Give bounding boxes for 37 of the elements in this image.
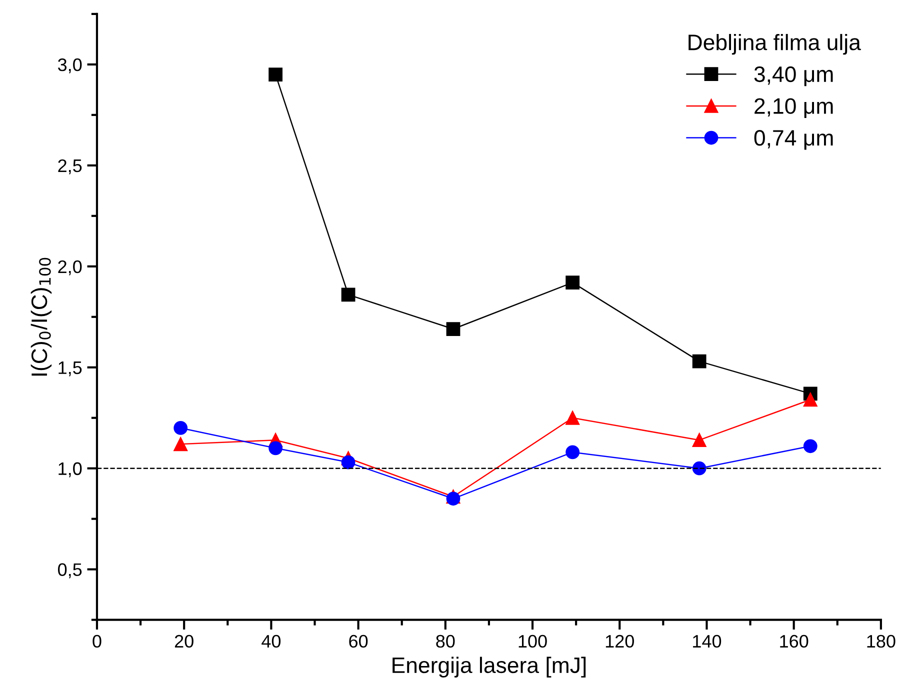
x-tick-label: 120 [606, 634, 634, 648]
x-axis-title: Energija lasera [mJ] [392, 656, 586, 678]
x-tick-label: 60 [349, 634, 368, 648]
legend-label: 2,10 μm [754, 98, 833, 118]
point [566, 410, 580, 425]
x-tick-label: 180 [867, 634, 896, 648]
legend-title: Debljina filma ulja [688, 34, 861, 55]
x-tick-label: 160 [780, 634, 808, 648]
legend-label: 0,74 μm [754, 130, 833, 150]
x-tick-label: 0 [92, 634, 102, 648]
y-tick-label: 3,0 [58, 58, 82, 74]
point [566, 276, 580, 290]
point [446, 322, 460, 336]
point [341, 288, 356, 302]
y-tick-label: 0,5 [58, 563, 82, 578]
y-tick-label: 2,5 [58, 159, 82, 174]
x-tick-label: 20 [174, 634, 194, 648]
point [341, 455, 356, 470]
point [803, 439, 818, 454]
x-tick-label: 40 [262, 634, 281, 648]
point [174, 421, 188, 435]
y-tick-label: 2,0 [58, 260, 82, 276]
point [446, 492, 460, 506]
point [268, 441, 282, 456]
point [692, 354, 706, 368]
y-tick-label: 1,0 [58, 462, 82, 478]
x-tick-label: 100 [518, 634, 547, 648]
x-tick-label: 140 [693, 634, 722, 648]
point [803, 392, 818, 407]
point [566, 445, 580, 460]
point [268, 68, 282, 82]
x-tick-label: 80 [436, 634, 455, 648]
point [174, 437, 188, 452]
point [692, 433, 706, 448]
y-tick-label: 1,5 [58, 362, 82, 376]
legend-label: 3,40 μm [754, 66, 833, 86]
y-axis-title: I(C)$_{0}$/I(C)$_{100}$ [30, 258, 52, 376]
